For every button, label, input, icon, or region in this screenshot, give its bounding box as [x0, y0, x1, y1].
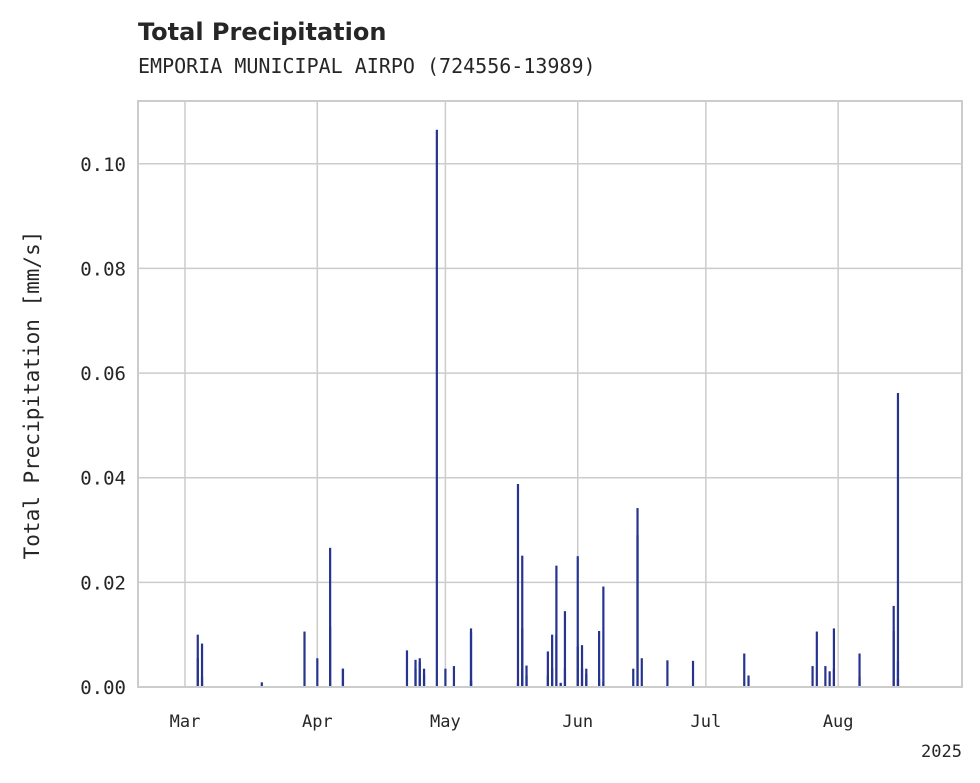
precip-bar [200, 643, 204, 687]
precip-bar [597, 679, 601, 687]
precip-bar [896, 392, 900, 687]
precip-bar [525, 675, 528, 687]
precip-bar [405, 650, 409, 687]
precip-bar [815, 631, 818, 687]
precip-bar [316, 658, 319, 687]
precip-bar [640, 658, 643, 687]
y-tick-label: 0.08 [80, 258, 126, 280]
precip-bar [636, 508, 639, 687]
precip-bar [341, 668, 345, 687]
precip-bar [551, 668, 554, 687]
precip-bar [469, 628, 473, 687]
precip-bar [747, 675, 750, 687]
precip-bar [858, 653, 861, 687]
precip-bar [551, 634, 554, 687]
precip-bar [811, 666, 814, 687]
precip-bar [743, 653, 746, 687]
y-tick-label: 0.06 [80, 363, 126, 385]
precip-bar [832, 628, 836, 687]
precip-bar [555, 634, 558, 687]
precip-bar [580, 645, 584, 687]
precip-bar [260, 682, 263, 687]
precip-bar [585, 673, 588, 687]
precip-bar [832, 668, 836, 687]
x-tick-label: Apr [302, 712, 333, 732]
x-tick-label: May [430, 712, 461, 732]
chart-title: Total Precipitation [138, 18, 386, 46]
x-tick-label: Aug [823, 712, 854, 732]
y-axis-label: Total Precipitation [mm/s] [20, 231, 44, 560]
precip-bar [546, 651, 549, 687]
precip-bar [521, 555, 524, 687]
y-tick-label: 0.00 [80, 677, 126, 699]
precip-bar [559, 682, 562, 687]
precip-bar [892, 631, 895, 687]
y-tick-label: 0.04 [80, 468, 126, 490]
y-tick-label: 0.10 [80, 154, 126, 176]
precip-bar [444, 668, 447, 687]
plot-frame [137, 100, 963, 688]
x-tick-label: Jul [690, 712, 721, 732]
precip-bar [200, 676, 204, 687]
precip-bar [555, 565, 558, 687]
precip-bar [580, 668, 584, 687]
precip-bar [602, 681, 605, 687]
precip-bar [469, 680, 473, 687]
year-label: 2025 [921, 742, 962, 762]
precip-bar [303, 631, 306, 687]
grid-lines [138, 101, 962, 687]
precip-bar [896, 679, 900, 687]
y-tick-label: 0.02 [80, 572, 126, 594]
precip-bar [666, 660, 669, 687]
precip-bar [602, 586, 605, 687]
precip-bar [196, 634, 199, 687]
precip-bar [563, 611, 567, 687]
precip-bar [632, 668, 635, 687]
chart-subtitle: EMPORIA MUNICIPAL AIRPO (724556-13989) [138, 54, 596, 78]
precip-bar [691, 660, 695, 687]
precip-bar [896, 660, 900, 687]
precipitation-bars [196, 129, 900, 687]
x-tick-label: Mar [170, 712, 201, 732]
x-axis-ticks: Mar Apr May Jun Jul Aug [170, 712, 854, 732]
precip-bar [516, 483, 520, 687]
precip-bar [414, 668, 417, 687]
y-axis-ticks: 0.00 0.02 0.04 0.06 0.08 0.10 [80, 154, 126, 699]
precip-bar [597, 631, 601, 687]
precip-bar [828, 671, 831, 687]
precip-bar [329, 547, 332, 687]
precip-bar [452, 666, 456, 687]
precip-bar [422, 673, 426, 687]
precip-bar [418, 661, 421, 687]
x-tick-label: Jun [562, 712, 593, 732]
precip-bar [824, 666, 827, 687]
precip-bar [576, 556, 579, 687]
precip-bar [435, 129, 438, 687]
